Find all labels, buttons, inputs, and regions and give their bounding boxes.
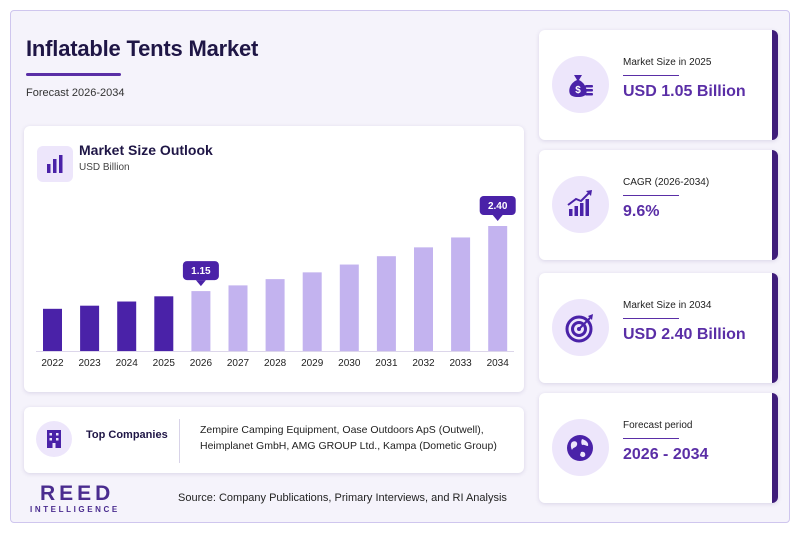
money-bag-icon: $ [552,56,609,113]
x-tick-label: 2033 [449,358,472,369]
logo-subtext: INTELLIGENCE [30,505,120,514]
bar-2033 [451,237,471,351]
x-tick-label: 2025 [153,358,176,369]
kpi-card-market-size-2025: $ Market Size in 2025 USD 1.05 Billion [539,30,778,140]
x-tick-label: 2034 [487,358,510,369]
bar-2023 [80,305,100,351]
top-companies-card: Top Companies Zempire Camping Equipment,… [24,407,524,473]
x-tick-label: 2022 [41,358,64,369]
bar-2030 [339,264,359,351]
top-companies-label: Top Companies [86,429,168,441]
bar-2022 [43,308,62,351]
x-tick-label: 2031 [375,358,398,369]
chart-unit: USD Billion [79,162,130,173]
bar-2026 [191,291,211,351]
bar-2025 [154,296,174,351]
kpi-label: Market Size in 2025 [623,57,712,68]
kpi-value: USD 2.40 Billion [623,326,746,343]
target-icon [552,299,609,356]
kpi-underline [623,195,679,196]
kpi-underline [623,318,679,319]
svg-text:2.40: 2.40 [488,201,508,212]
kpi-label: Forecast period [623,420,693,431]
chart-title: Market Size Outlook [79,142,213,158]
top-companies-list: Zempire Camping Equipment, Oase Outdoors… [200,424,497,452]
data-label-2026: 1.15 [182,261,219,287]
building-icon [36,421,72,457]
bar-2029 [302,272,322,351]
bar-chart-icon [37,146,73,182]
kpi-value: USD 1.05 Billion [623,83,746,100]
page-subtitle: Forecast 2026-2034 [26,87,125,99]
kpi-underline [623,75,679,76]
kpi-label: Market Size in 2034 [623,300,712,311]
market-size-chart-card: Market Size Outlook USD Billion 2022 2023… [24,126,524,392]
x-tick-label: 2026 [190,358,213,369]
bar-2027 [228,285,248,351]
kpi-card-forecast-period: Forecast period 2026 - 2034 [539,393,778,503]
x-tick-label: 2023 [78,358,101,369]
growth-chart-icon [552,176,609,233]
kpi-card-market-size-2034: Market Size in 2034 USD 2.40 Billion [539,273,778,383]
bar-chart: 2022 2023 2024 2025 2026 2027 2028 2029 2030 2031… [36,196,516,369]
bar-2031 [376,256,396,351]
page-title: Inflatable Tents Market [26,36,259,61]
x-tick-label: 2030 [338,358,361,369]
title-underline [26,73,121,76]
x-tick-label: 2027 [227,358,250,369]
kpi-card-cagr: CAGR (2026-2034) 9.6% [539,150,778,260]
kpi-value: 9.6% [623,203,660,220]
bar-2028 [265,279,285,351]
logo-wordmark: REED [40,482,115,505]
source-note: Source: Company Publications, Primary In… [178,492,507,504]
kpi-label: CAGR (2026-2034) [623,177,710,188]
bar-2032 [414,247,433,351]
globe-icon [552,419,609,476]
svg-text:$: $ [575,85,581,96]
x-tick-label: 2024 [116,358,139,369]
kpi-value: 2026 - 2034 [623,446,709,463]
x-tick-label: 2028 [264,358,287,369]
svg-text:1.15: 1.15 [191,266,211,277]
divider [179,419,180,463]
x-tick-label: 2029 [301,358,324,369]
data-label-2034: 2.40 [479,196,516,221]
x-tick-label: 2032 [412,358,435,369]
kpi-underline [623,438,679,439]
bar-2024 [117,301,137,351]
bar-2034 [488,226,508,351]
